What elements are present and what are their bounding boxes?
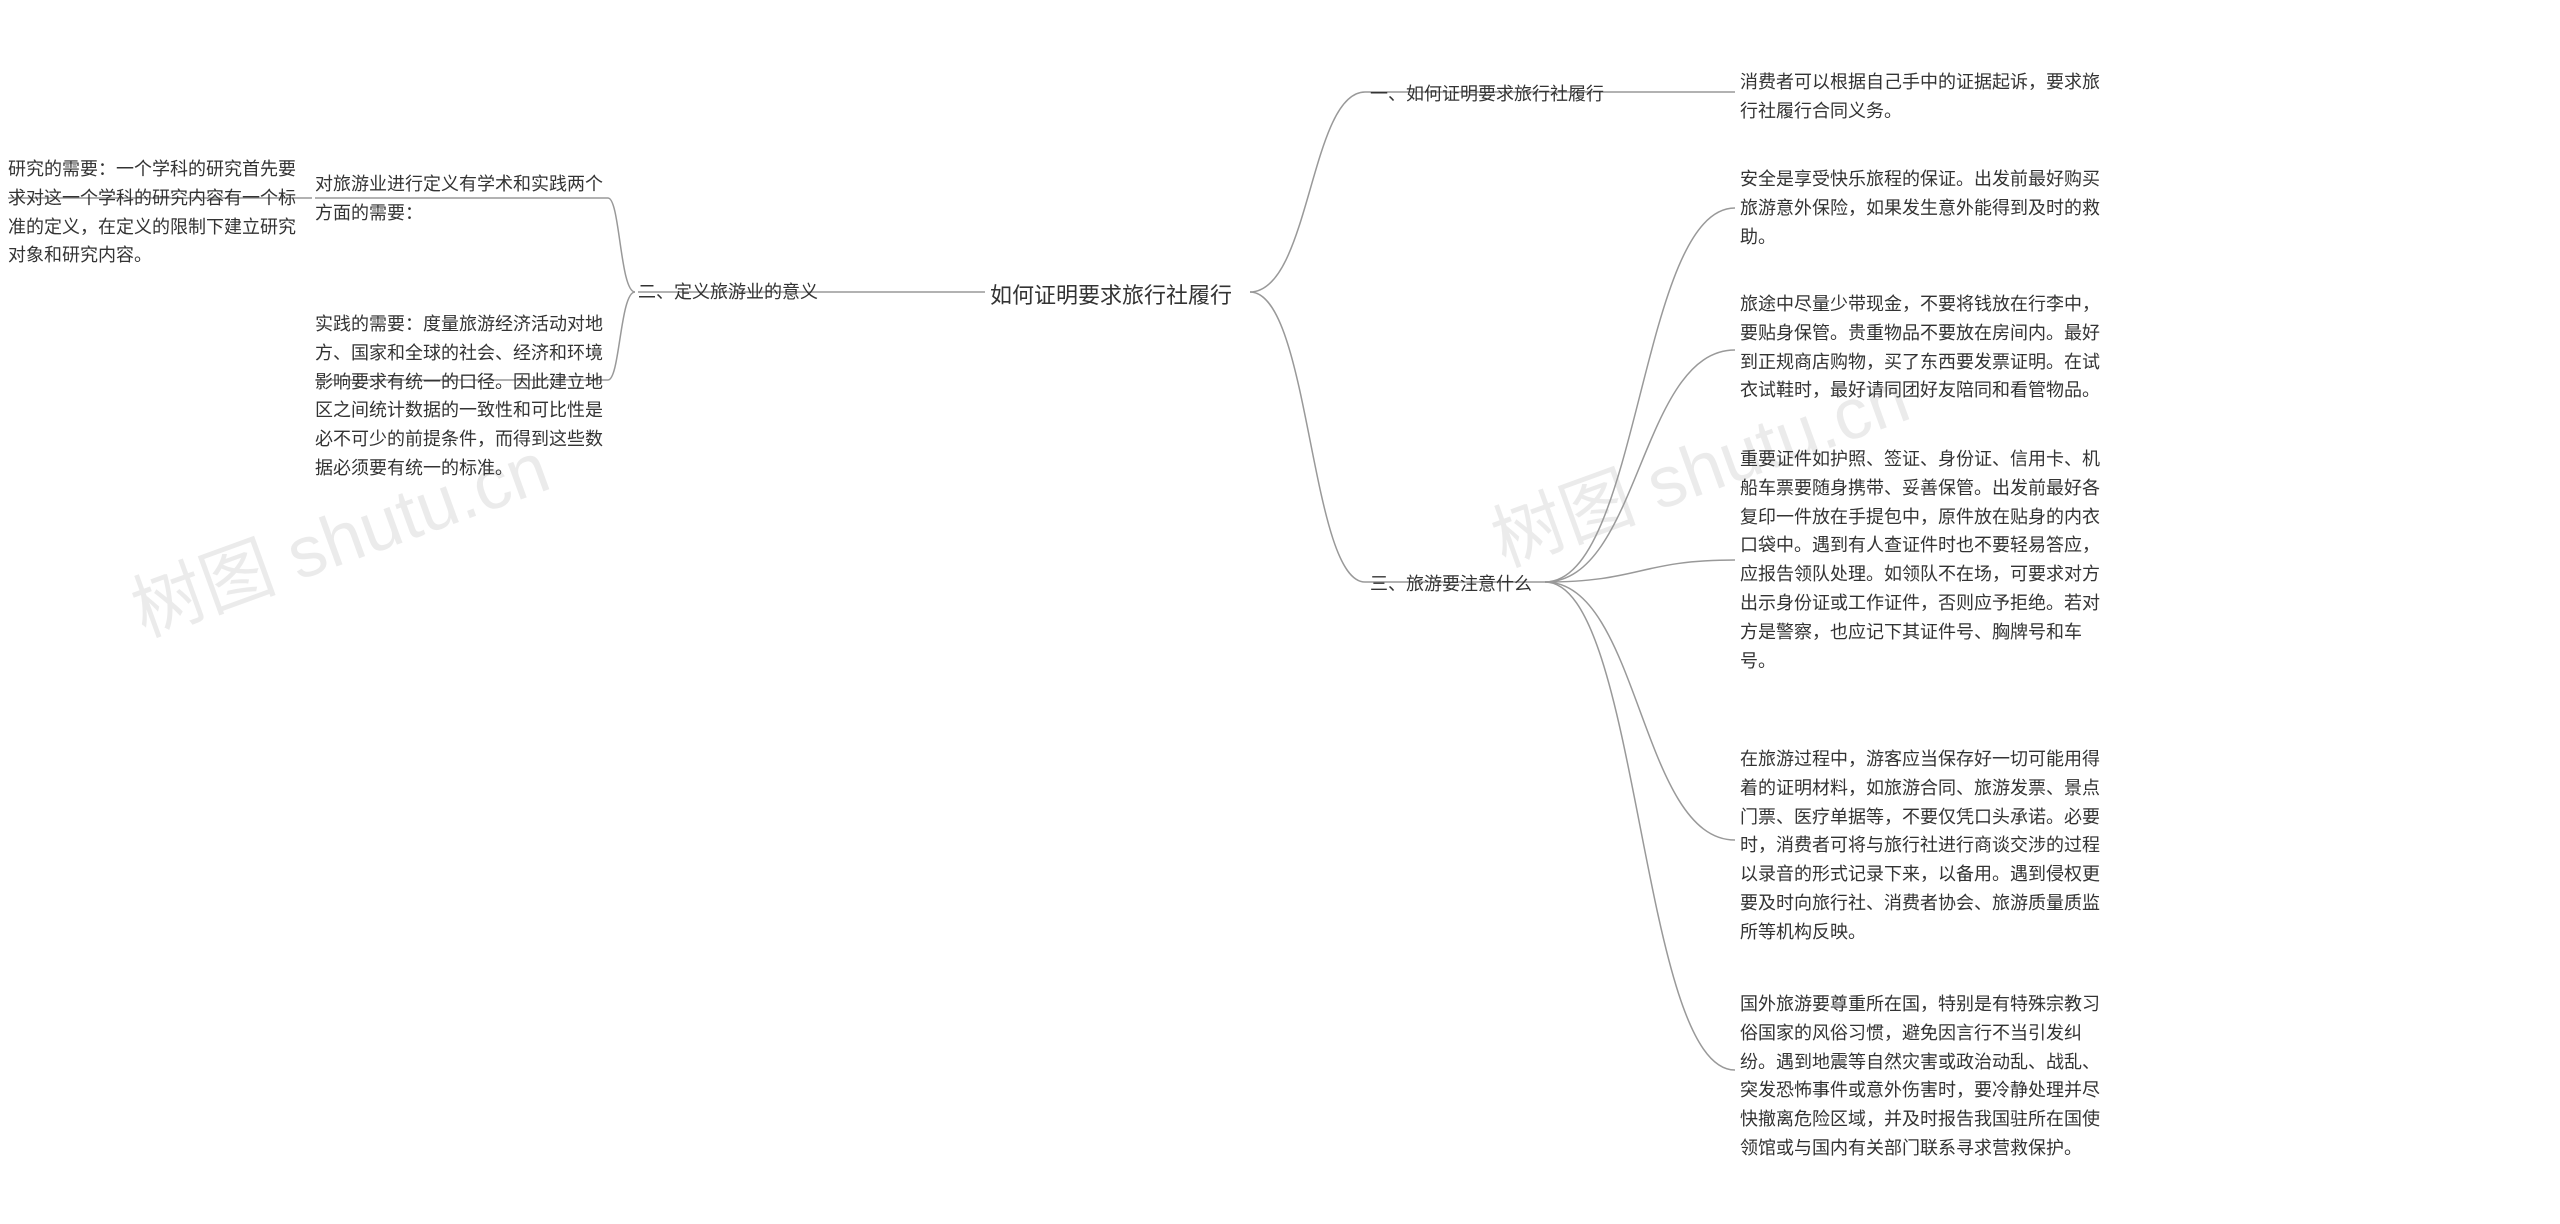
leaf-node: 实践的需要：度量旅游经济活动对地方、国家和全球的社会、经济和环境影响要求有统一的… <box>315 310 615 483</box>
leaf-node: 安全是享受快乐旅程的保证。出发前最好购买旅游意外保险，如果发生意外能得到及时的救… <box>1740 165 2110 251</box>
branch-label-left-2: 二、定义旅游业的意义 <box>638 278 818 307</box>
leaf-node: 国外旅游要尊重所在国，特别是有特殊宗教习俗国家的风俗习惯，避免因言行不当引发纠纷… <box>1740 990 2110 1163</box>
branch-label-right-3: 三、旅游要注意什么 <box>1370 570 1532 599</box>
leaf-node: 研究的需要：一个学科的研究首先要求对这一个学科的研究内容有一个标准的定义，在定义… <box>8 155 303 270</box>
mindmap-center: 如何证明要求旅行社履行 <box>990 278 1232 313</box>
leaf-node: 消费者可以根据自己手中的证据起诉，要求旅行社履行合同义务。 <box>1740 68 2100 126</box>
leaf-node: 旅途中尽量少带现金，不要将钱放在行李中，要贴身保管。贵重物品不要放在房间内。最好… <box>1740 290 2110 405</box>
branch-label-right-1: 一、如何证明要求旅行社履行 <box>1370 80 1604 109</box>
leaf-node: 重要证件如护照、签证、身份证、信用卡、机船车票要随身携带、妥善保管。出发前最好各… <box>1740 445 2110 675</box>
leaf-node: 在旅游过程中，游客应当保存好一切可能用得着的证明材料，如旅游合同、旅游发票、景点… <box>1740 745 2110 947</box>
leaf-node: 对旅游业进行定义有学术和实践两个方面的需要： <box>315 170 605 228</box>
